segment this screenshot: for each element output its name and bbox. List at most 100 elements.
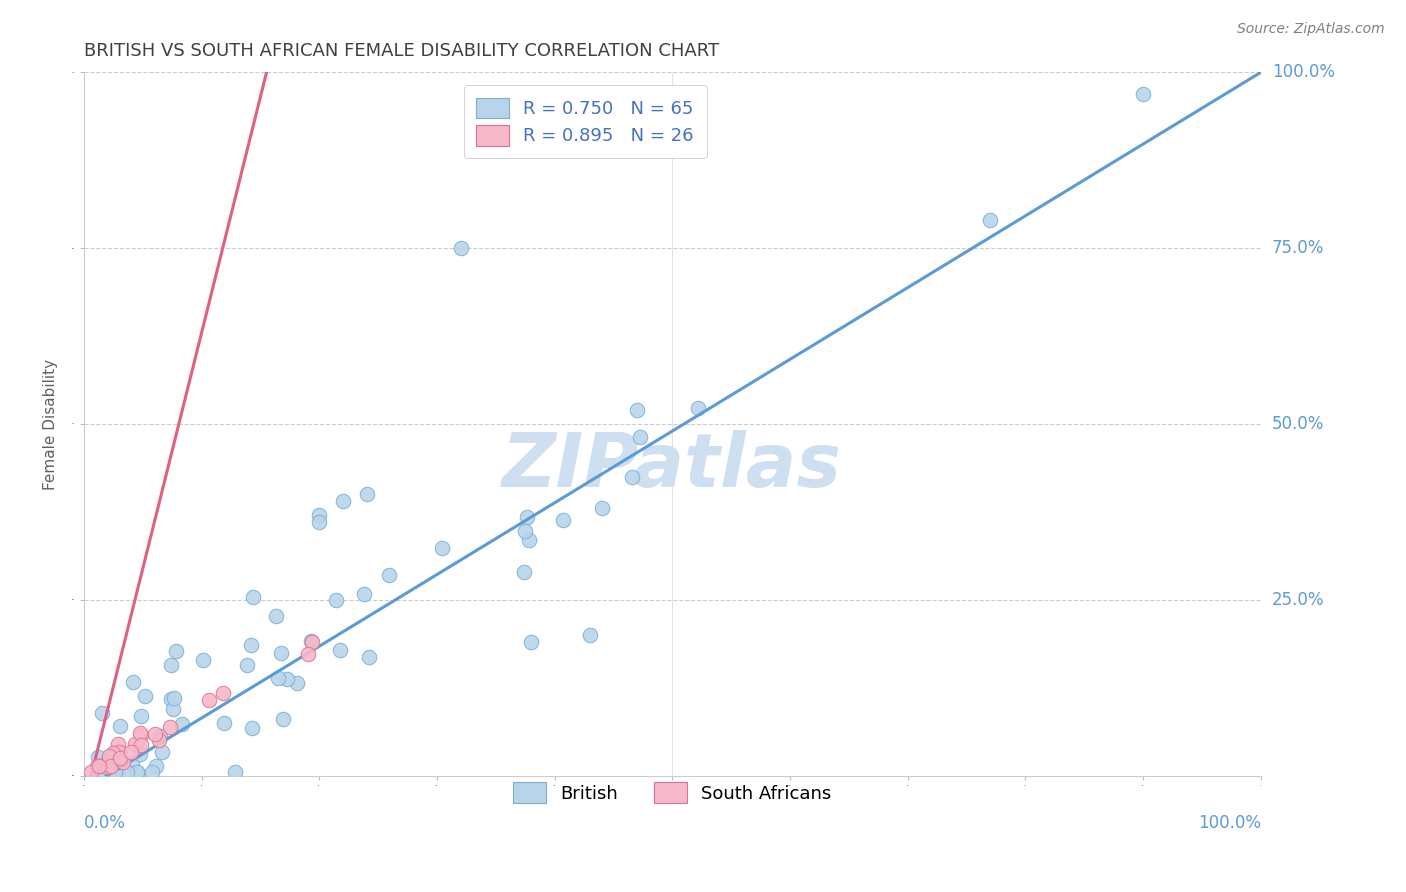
Point bbox=[163, 690, 186, 705]
Point bbox=[520, 635, 543, 649]
Point bbox=[430, 541, 453, 555]
Point bbox=[117, 764, 139, 779]
Point bbox=[103, 750, 125, 764]
Point bbox=[329, 643, 352, 657]
Point bbox=[1132, 87, 1154, 101]
Point bbox=[193, 652, 215, 666]
Point bbox=[628, 430, 651, 444]
Point bbox=[450, 241, 472, 255]
Point bbox=[129, 709, 152, 723]
Point bbox=[91, 706, 114, 721]
Point bbox=[513, 565, 536, 579]
Point bbox=[979, 213, 1001, 227]
Point bbox=[87, 758, 110, 772]
Point bbox=[551, 513, 574, 527]
Point bbox=[301, 635, 323, 649]
Point bbox=[236, 658, 259, 673]
Point bbox=[103, 764, 125, 779]
Point bbox=[86, 759, 108, 773]
Point bbox=[108, 751, 131, 765]
Point bbox=[93, 757, 115, 772]
Point bbox=[129, 747, 152, 761]
Point bbox=[108, 719, 131, 733]
Point bbox=[267, 671, 290, 685]
Point bbox=[107, 764, 129, 779]
Point bbox=[90, 760, 112, 774]
Text: 100.0%: 100.0% bbox=[1272, 63, 1334, 81]
Point bbox=[356, 487, 378, 501]
Point bbox=[224, 764, 246, 779]
Point bbox=[239, 639, 262, 653]
Point bbox=[107, 745, 129, 759]
Point bbox=[308, 508, 330, 523]
Text: 0.0%: 0.0% bbox=[84, 814, 127, 832]
Point bbox=[101, 747, 124, 761]
Point bbox=[150, 745, 173, 759]
Point bbox=[100, 758, 122, 772]
Point bbox=[159, 720, 181, 734]
Text: 75.0%: 75.0% bbox=[1272, 239, 1324, 257]
Point bbox=[90, 764, 112, 779]
Point bbox=[378, 567, 401, 582]
Point bbox=[626, 403, 648, 417]
Point bbox=[87, 749, 110, 764]
Point bbox=[242, 590, 264, 604]
Point bbox=[198, 693, 221, 707]
Point bbox=[80, 764, 103, 779]
Point bbox=[166, 644, 188, 658]
Point bbox=[121, 757, 143, 772]
Point bbox=[129, 726, 152, 740]
Point bbox=[325, 593, 347, 607]
Point bbox=[332, 494, 354, 508]
Point bbox=[517, 533, 540, 547]
Text: Source: ZipAtlas.com: Source: ZipAtlas.com bbox=[1237, 22, 1385, 37]
Point bbox=[131, 728, 153, 742]
Point bbox=[124, 737, 146, 751]
Point bbox=[127, 764, 149, 779]
Point bbox=[297, 647, 319, 661]
Point bbox=[159, 657, 181, 672]
Text: 25.0%: 25.0% bbox=[1272, 591, 1324, 608]
Point bbox=[122, 675, 145, 690]
Point bbox=[621, 470, 644, 484]
Text: ZIPatlas: ZIPatlas bbox=[502, 430, 842, 503]
Point bbox=[101, 746, 124, 760]
Point bbox=[145, 759, 167, 773]
Point bbox=[97, 749, 120, 764]
Point bbox=[143, 727, 166, 741]
Point bbox=[353, 587, 375, 601]
Point bbox=[97, 760, 120, 774]
Point bbox=[212, 686, 235, 700]
Text: 50.0%: 50.0% bbox=[1272, 415, 1324, 433]
Point bbox=[285, 676, 308, 690]
Point bbox=[357, 650, 380, 665]
Legend: British, South Africans: British, South Africans bbox=[501, 770, 844, 815]
Point bbox=[688, 401, 710, 415]
Point bbox=[276, 672, 298, 686]
Point bbox=[299, 634, 322, 648]
Point bbox=[120, 745, 142, 759]
Point bbox=[160, 691, 183, 706]
Point bbox=[516, 510, 538, 524]
Point bbox=[513, 524, 536, 539]
Point bbox=[129, 738, 152, 752]
Point bbox=[172, 716, 194, 731]
Point bbox=[270, 646, 292, 660]
Point bbox=[149, 729, 172, 743]
Point bbox=[148, 733, 170, 747]
Point bbox=[127, 764, 149, 779]
Point bbox=[212, 715, 235, 730]
Point bbox=[111, 755, 134, 769]
Point bbox=[107, 737, 129, 751]
Point bbox=[104, 764, 127, 779]
Text: BRITISH VS SOUTH AFRICAN FEMALE DISABILITY CORRELATION CHART: BRITISH VS SOUTH AFRICAN FEMALE DISABILI… bbox=[84, 42, 720, 60]
Point bbox=[162, 702, 184, 716]
Point bbox=[264, 608, 287, 623]
Y-axis label: Female Disability: Female Disability bbox=[44, 359, 58, 490]
Point bbox=[579, 628, 602, 642]
Point bbox=[240, 721, 263, 735]
Point bbox=[134, 689, 156, 703]
Point bbox=[308, 516, 330, 530]
Text: 100.0%: 100.0% bbox=[1198, 814, 1261, 832]
Point bbox=[141, 764, 163, 779]
